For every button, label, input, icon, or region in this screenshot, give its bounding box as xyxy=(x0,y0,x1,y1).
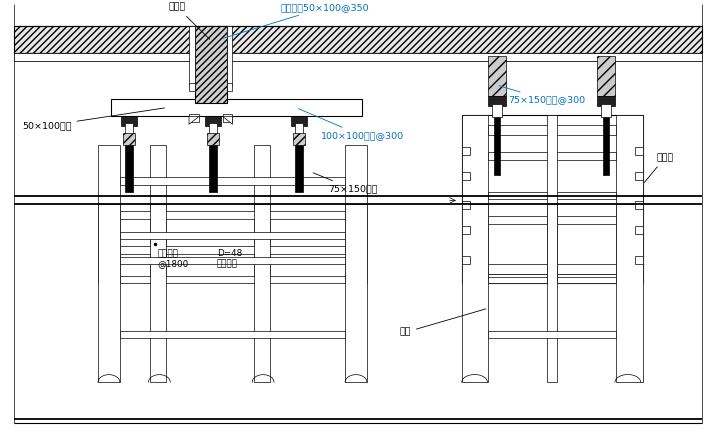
Bar xyxy=(462,116,642,283)
Bar xyxy=(195,25,226,102)
Bar xyxy=(120,246,345,254)
Text: D=48
钢管立杆: D=48 钢管立杆 xyxy=(217,249,242,268)
Bar xyxy=(207,133,218,145)
Text: 水平钢管
@1800: 水平钢管 @1800 xyxy=(158,249,188,268)
Bar xyxy=(547,116,556,283)
Bar xyxy=(462,256,470,264)
Bar xyxy=(616,116,642,283)
Bar xyxy=(634,147,642,155)
Text: 75×150方木@300: 75×150方木@300 xyxy=(499,85,586,105)
Bar xyxy=(291,117,306,126)
Bar xyxy=(488,95,506,106)
Bar xyxy=(556,276,616,283)
Bar xyxy=(488,331,616,338)
Bar xyxy=(205,117,221,126)
Bar xyxy=(125,142,132,191)
Bar xyxy=(493,103,503,117)
Bar xyxy=(488,274,616,283)
Text: 100×100方木@300: 100×100方木@300 xyxy=(299,109,404,140)
Bar xyxy=(488,216,616,224)
Bar xyxy=(189,26,195,86)
Text: 50×100方木: 50×100方木 xyxy=(22,108,165,130)
Bar xyxy=(189,83,195,91)
Bar xyxy=(462,147,470,155)
Bar xyxy=(295,124,303,135)
Bar xyxy=(462,205,488,382)
Bar xyxy=(462,172,470,180)
Bar xyxy=(345,205,367,382)
Bar xyxy=(603,116,609,175)
Bar xyxy=(488,152,616,160)
Polygon shape xyxy=(189,117,199,124)
Bar xyxy=(462,116,488,283)
Bar xyxy=(345,145,367,283)
Bar xyxy=(120,177,345,184)
Bar xyxy=(601,103,611,117)
Bar xyxy=(121,117,137,126)
Bar xyxy=(295,142,303,191)
Bar xyxy=(98,145,120,283)
Bar xyxy=(120,232,345,239)
Text: 半门架: 半门架 xyxy=(644,153,674,183)
Bar xyxy=(254,145,270,283)
Bar xyxy=(634,226,642,234)
Bar xyxy=(120,331,345,338)
Bar xyxy=(120,257,345,264)
Bar xyxy=(634,256,642,264)
Bar xyxy=(150,145,166,283)
Bar xyxy=(189,114,199,122)
Bar xyxy=(488,56,506,95)
Bar xyxy=(488,264,616,274)
Bar xyxy=(488,191,616,199)
Bar xyxy=(634,201,642,209)
Bar xyxy=(209,142,217,191)
Bar xyxy=(14,25,702,53)
Bar xyxy=(597,95,615,106)
Bar xyxy=(597,56,615,95)
Bar xyxy=(111,99,362,117)
Bar xyxy=(14,53,702,61)
Polygon shape xyxy=(223,117,233,124)
Text: 门架: 门架 xyxy=(400,309,485,337)
Bar xyxy=(488,276,547,283)
Bar xyxy=(226,26,233,86)
Bar xyxy=(209,124,217,135)
Bar xyxy=(616,205,642,382)
Bar xyxy=(223,114,233,122)
Bar xyxy=(120,211,345,219)
Bar xyxy=(634,172,642,180)
Text: 胶合板: 胶合板 xyxy=(168,3,210,39)
Bar xyxy=(98,205,120,382)
Bar xyxy=(150,205,166,382)
Text: 75×150方木: 75×150方木 xyxy=(313,173,378,194)
Bar xyxy=(547,205,556,382)
Bar xyxy=(123,133,135,145)
Text: 立档方木50×100@350: 立档方木50×100@350 xyxy=(222,3,369,39)
Bar xyxy=(488,125,616,135)
Bar xyxy=(254,205,270,382)
Bar xyxy=(226,83,233,91)
Bar xyxy=(462,201,470,209)
Bar xyxy=(125,124,132,135)
Bar xyxy=(494,116,500,175)
Bar xyxy=(293,133,304,145)
Bar xyxy=(462,226,470,234)
Bar xyxy=(120,276,345,283)
